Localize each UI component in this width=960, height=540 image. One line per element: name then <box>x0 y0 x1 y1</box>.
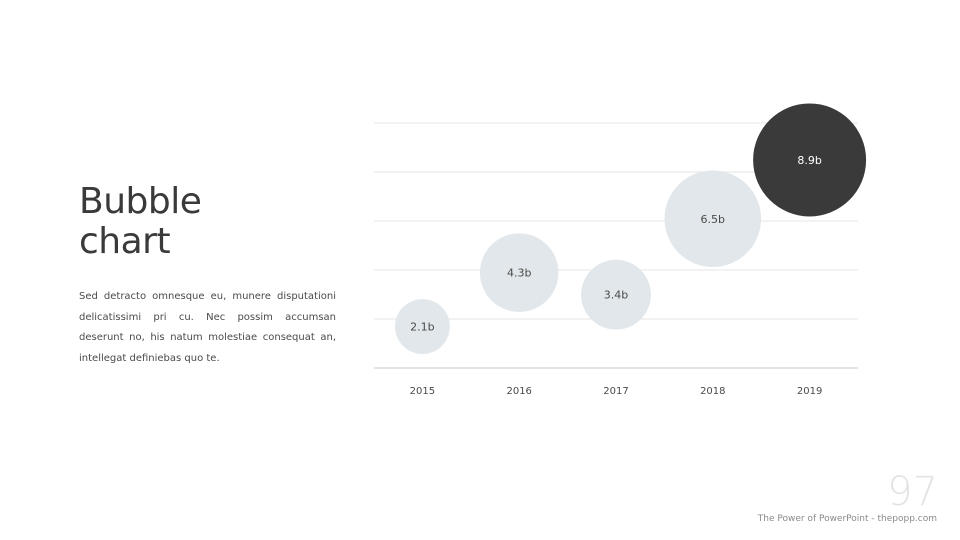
x-tick-label-2017: 2017 <box>603 386 628 397</box>
bubble-2016 <box>479 233 559 312</box>
chart-bubbles: 2.1b 4.3b 3.4b 6.5b 8.9b <box>394 103 867 354</box>
x-tick-label-2016: 2016 <box>506 386 531 397</box>
bubble-label-2017: 3.4b <box>604 289 628 302</box>
title-line-1: Bubble <box>79 181 202 222</box>
x-tick-label-2018: 2018 <box>700 386 725 397</box>
bubble-2018 <box>664 170 762 268</box>
page-number: 97 <box>887 469 938 515</box>
bubble-label-2018: 6.5b <box>701 213 725 226</box>
bubble-2015 <box>394 299 450 354</box>
footer-credit: The Power of PowerPoint - thepopp.com <box>757 514 937 524</box>
bubble-label-2019: 8.9b <box>797 154 821 167</box>
x-tick-label-2015: 2015 <box>410 386 435 397</box>
x-axis-ticks: 2015 2016 2017 2018 2019 <box>410 386 823 397</box>
slide-title: Bubble chart <box>79 181 202 262</box>
bubble-2017 <box>581 259 651 330</box>
bubble-label-2015: 2.1b <box>410 321 434 334</box>
bubble-2019 <box>753 103 867 217</box>
bubble-label-2016: 4.3b <box>507 267 531 280</box>
body-paragraph: Sed detracto omnesque eu, munere disputa… <box>79 291 336 364</box>
x-tick-label-2019: 2019 <box>797 386 822 397</box>
title-line-2: chart <box>79 221 171 262</box>
